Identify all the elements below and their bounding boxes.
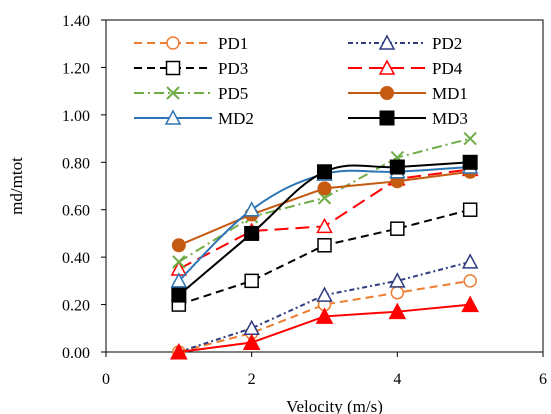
legend-marker-pd1 <box>166 36 180 50</box>
y-tick-label: 1.40 <box>62 13 90 30</box>
data-point-pd1 <box>463 274 477 288</box>
series-unnamed-8 <box>169 295 479 360</box>
x-axis-title: Velocity (m/s) <box>286 397 383 414</box>
plot-area-border <box>105 19 544 353</box>
data-point-unnamed-8 <box>315 307 334 324</box>
data-point-pd5 <box>172 255 186 269</box>
marker-stroke <box>166 86 180 100</box>
data-point-md3 <box>317 164 332 180</box>
series-md3 <box>171 154 478 303</box>
data-point-md3 <box>389 159 405 175</box>
legend-label-md2: MD2 <box>218 109 254 128</box>
legend-marker-pd5 <box>166 86 180 100</box>
data-point-pd2 <box>243 319 260 336</box>
y-tick-label: 0.80 <box>62 155 90 172</box>
x-tick-label: 0 <box>102 371 110 388</box>
data-point-md3 <box>244 225 260 241</box>
legend-label-md1: MD1 <box>432 84 468 103</box>
legend-item-md3: MD3 <box>348 109 468 128</box>
data-point-md2 <box>243 201 260 217</box>
data-point-md2 <box>170 272 188 288</box>
data-point-pd4 <box>316 217 333 234</box>
legend-marker-pd3 <box>165 60 181 76</box>
x-tick-label: 4 <box>393 371 401 388</box>
legend-marker-md3 <box>379 110 395 126</box>
data-point-md1 <box>171 238 186 253</box>
legend-label-pd2: PD2 <box>432 34 462 53</box>
marker-stroke <box>172 255 186 269</box>
data-point-unnamed-8 <box>388 302 407 320</box>
data-point-pd3 <box>390 221 405 236</box>
legend-item-pd4: PD4 <box>348 59 463 78</box>
legend-item-pd1: PD1 <box>134 34 248 53</box>
data-point-pd5 <box>463 131 477 146</box>
data-point-pd2 <box>316 286 333 302</box>
legend-marker-pd4 <box>378 59 396 75</box>
x-tick-label: 6 <box>539 371 547 388</box>
legend-item-md1: MD1 <box>348 84 468 103</box>
y-tick-label: 1.20 <box>62 60 90 77</box>
data-point-pd1 <box>390 285 405 300</box>
legend-marker-pd2 <box>378 34 396 50</box>
legend-label-pd3: PD3 <box>218 59 248 78</box>
data-point-pd2 <box>461 253 479 269</box>
data-point-pd3 <box>462 202 478 217</box>
legend-label-pd1: PD1 <box>218 34 248 53</box>
legend-item-pd3: PD3 <box>134 59 248 78</box>
y-tick-label: 0.00 <box>62 345 90 362</box>
data-point-unnamed-8 <box>242 333 261 351</box>
y-tick-label: 0.60 <box>62 203 90 220</box>
data-point-unnamed-8 <box>169 342 188 360</box>
data-point-pd2 <box>389 272 406 288</box>
legend-marker-md2 <box>164 109 182 125</box>
series-line-pd1 <box>178 279 471 353</box>
legend-item-pd2: PD2 <box>348 34 462 53</box>
x-tick-label: 2 <box>248 371 256 388</box>
marker-stroke <box>463 131 477 146</box>
legend-marker-md1 <box>380 86 394 100</box>
data-point-md3 <box>462 154 478 170</box>
data-point-pd3 <box>317 238 332 253</box>
legend-label-pd5: PD5 <box>218 84 248 103</box>
data-point-unnamed-8 <box>461 295 479 313</box>
data-point-pd3 <box>244 273 259 289</box>
y-tick-label: 0.40 <box>62 250 90 267</box>
data-point-md3 <box>171 287 187 303</box>
y-tick-label: 0.20 <box>62 298 90 315</box>
legend-item-pd5: PD5 <box>134 84 248 103</box>
data-point-md1 <box>317 181 332 196</box>
legend-label-md3: MD3 <box>432 109 468 128</box>
legend-label-pd4: PD4 <box>432 59 463 78</box>
y-axis-title: md/mtot <box>7 157 26 215</box>
y-tick-label: 1.00 <box>62 108 90 125</box>
legend-item-md2: MD2 <box>134 109 254 128</box>
